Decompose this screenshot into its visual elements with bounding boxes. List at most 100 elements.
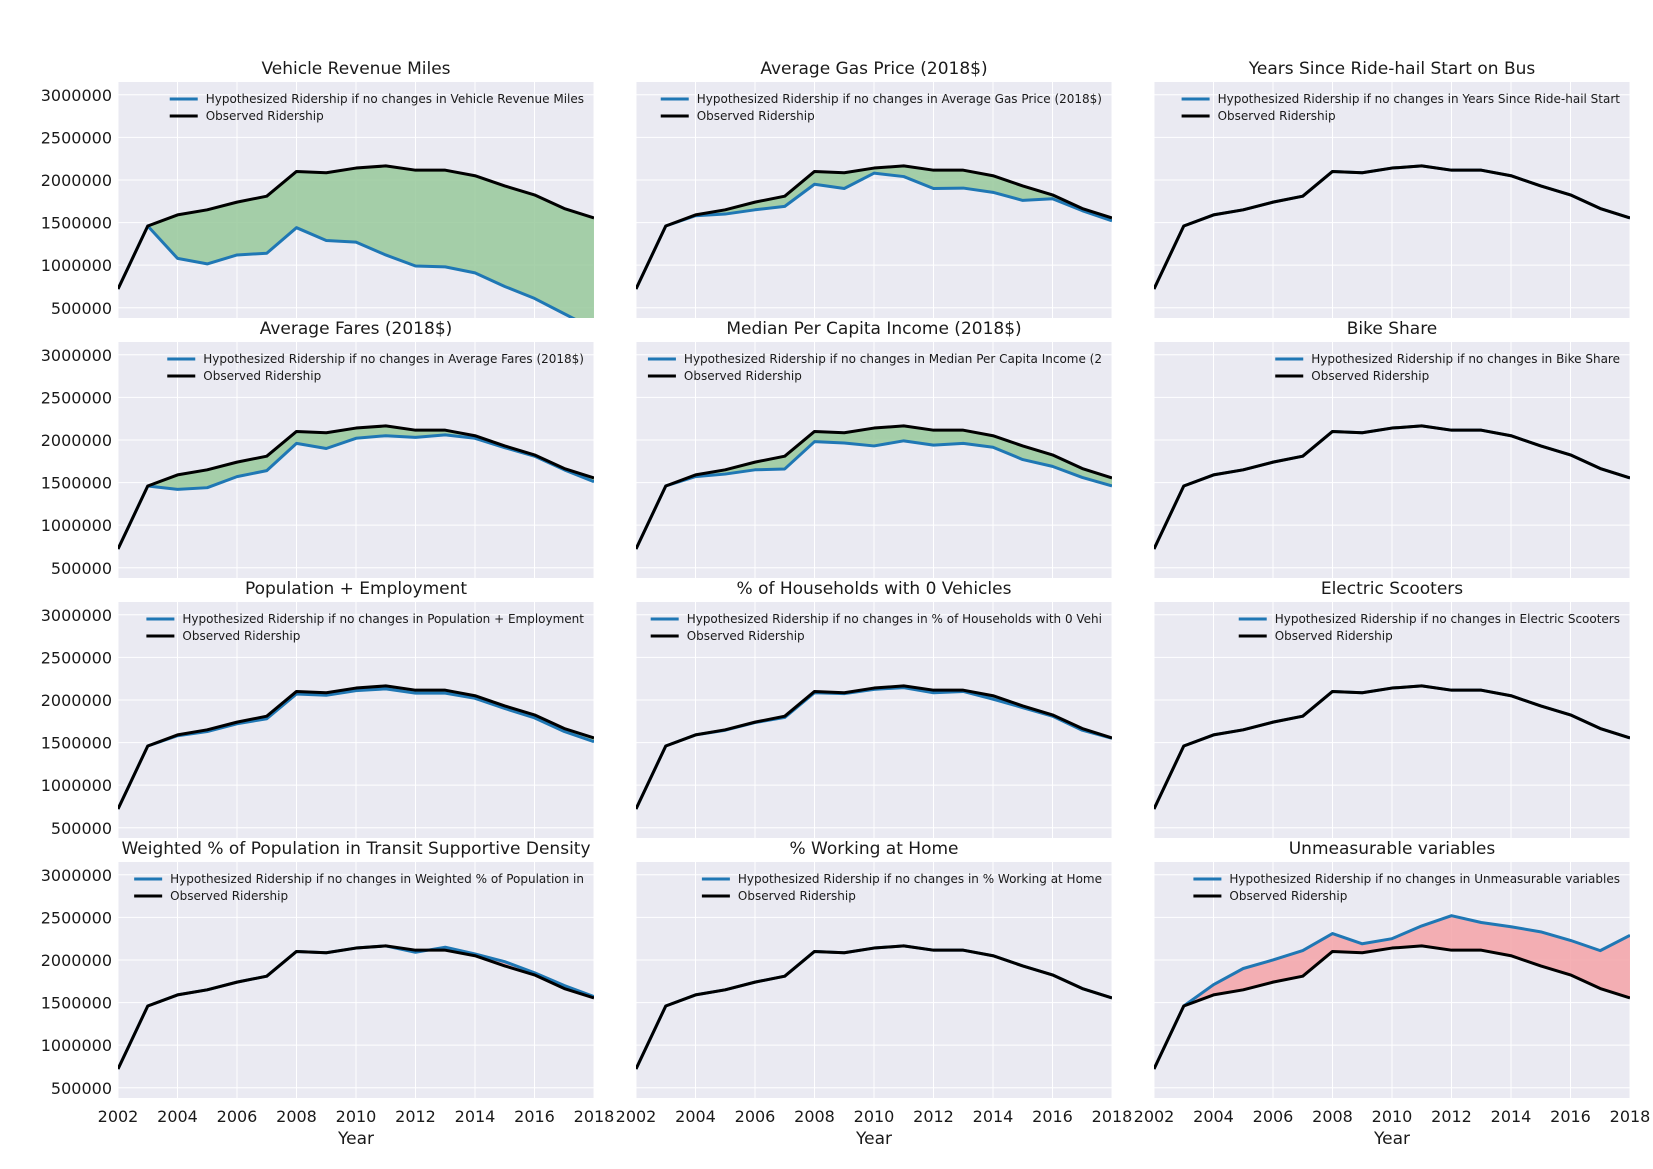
legend-label-hypothesized: Hypothesized Ridership if no changes in … (697, 92, 1102, 106)
subplot-11: % Working at Home Hypothesized Ridership … (616, 839, 1133, 1149)
panel-title: Median Per Capita Income (2018$) (726, 319, 1021, 339)
subplot-5: Median Per Capita Income (2018$) Hypothes… (635, 319, 1113, 578)
y-tick-label: 3000000 (41, 346, 112, 365)
panel-title: Vehicle Revenue Miles (261, 59, 450, 79)
legend-label-hypothesized: Hypothesized Ridership if no changes in … (1311, 352, 1620, 366)
y-tick-label: 500000 (51, 1079, 112, 1098)
legend: Hypothesized Ridership if no changes in … (146, 612, 584, 643)
subplot-3: Years Since Ride-hail Start on Bus Hypoth… (1153, 59, 1631, 318)
x-tick-label: 2014 (973, 1107, 1014, 1126)
legend: Hypothesized Ridership if no changes in … (1193, 872, 1620, 903)
x-tick-label: 2010 (854, 1107, 895, 1126)
legend: Hypothesized Ridership if no changes in … (134, 872, 584, 903)
legend-label-hypothesized: Hypothesized Ridership if no changes in … (1229, 872, 1620, 886)
observed-ridership-line (636, 944, 1112, 1070)
observed-ridership-line (1154, 164, 1630, 290)
panel-title: Unmeasurable variables (1289, 839, 1496, 859)
panel-title: Bike Share (1347, 319, 1438, 339)
x-tick-label: 2008 (276, 1107, 317, 1126)
observed-ridership-line (1154, 944, 1630, 1070)
hypothesized-ridership-line (636, 439, 1112, 550)
x-tick-label: 2004 (157, 1107, 198, 1126)
hypothesized-ridership-line (1154, 914, 1630, 1070)
legend-label-hypothesized: Hypothesized Ridership if no changes in … (206, 92, 584, 106)
panel-title: Average Fares (2018$) (260, 319, 453, 339)
legend-label-observed: Observed Ridership (1229, 889, 1347, 903)
legend-label-observed: Observed Ridership (697, 109, 815, 123)
y-tick-label: 2500000 (41, 388, 112, 407)
legend-label-hypothesized: Hypothesized Ridership if no changes in … (182, 612, 584, 626)
x-tick-label: 2002 (616, 1107, 657, 1126)
y-tick-label: 1500000 (41, 994, 112, 1013)
grid (1153, 602, 1631, 838)
observed-ridership-line (636, 424, 1112, 550)
legend: Hypothesized Ridership if no changes in … (1181, 92, 1621, 123)
y-tick-label: 2500000 (41, 908, 112, 927)
y-tick-label: 3000000 (41, 606, 112, 625)
y-tick-label: 3000000 (41, 866, 112, 885)
subplot-4: Average Fares (2018$) Hypothesized Riders… (41, 319, 595, 578)
grid (635, 862, 1113, 1098)
legend-label-observed: Observed Ridership (687, 629, 805, 643)
y-tick-label: 2000000 (41, 171, 112, 190)
grid (1153, 82, 1631, 318)
legend-label-hypothesized: Hypothesized Ridership if no changes in … (203, 352, 584, 366)
y-tick-label: 1500000 (41, 214, 112, 233)
observed-ridership-line (118, 944, 594, 1070)
subplot-10: Weighted % of Population in Transit Supp… (41, 839, 615, 1149)
y-tick-label: 2000000 (41, 691, 112, 710)
x-tick-label: 2002 (98, 1107, 139, 1126)
difference-area (1154, 915, 1630, 1070)
x-tick-label: 2006 (735, 1107, 776, 1126)
panel-title: Electric Scooters (1321, 579, 1463, 599)
observed-ridership-line (1154, 684, 1630, 810)
x-tick-label: 2006 (1253, 1107, 1294, 1126)
x-axis-label: Year (855, 1129, 892, 1149)
x-tick-label: 2016 (1032, 1107, 1073, 1126)
y-tick-label: 500000 (51, 299, 112, 318)
legend-label-observed: Observed Ridership (738, 889, 856, 903)
x-tick-label: 2012 (395, 1107, 436, 1126)
x-axis-label: Year (337, 1129, 374, 1149)
legend-label-observed: Observed Ridership (1218, 109, 1336, 123)
y-tick-label: 2500000 (41, 648, 112, 667)
subplot-2: Average Gas Price (2018$) Hypothesized Ri… (635, 59, 1113, 318)
legend: Hypothesized Ridership if no changes in … (1238, 612, 1620, 643)
legend: Hypothesized Ridership if no changes in … (647, 352, 1102, 383)
panel-title: Population + Employment (245, 579, 467, 599)
y-tick-label: 1000000 (41, 256, 112, 275)
y-tick-label: 2500000 (41, 128, 112, 147)
legend-label-hypothesized: Hypothesized Ridership if no changes in … (738, 872, 1102, 886)
panel-title: Years Since Ride-hail Start on Bus (1248, 59, 1536, 79)
y-tick-label: 1000000 (41, 516, 112, 535)
subplot-9: Electric Scooters Hypothesized Ridership … (1153, 579, 1631, 838)
grid (117, 342, 595, 578)
x-tick-label: 2006 (217, 1107, 258, 1126)
x-axis-label: Year (1373, 1129, 1410, 1149)
y-tick-label: 500000 (51, 559, 112, 578)
hypothesized-ridership-line (636, 171, 1112, 290)
legend-label-hypothesized: Hypothesized Ridership if no changes in … (1218, 92, 1621, 106)
x-tick-label: 2014 (455, 1107, 496, 1126)
x-tick-label: 2018 (1610, 1107, 1651, 1126)
subplot-7: Population + Employment Hypothesized Ride… (41, 579, 595, 838)
legend: Hypothesized Ridership if no changes in … (167, 352, 584, 383)
legend-label-observed: Observed Ridership (1311, 369, 1429, 383)
x-tick-label: 2016 (1550, 1107, 1591, 1126)
x-tick-label: 2018 (574, 1107, 615, 1126)
panel-title: Average Gas Price (2018$) (760, 59, 987, 79)
legend-label-observed: Observed Ridership (170, 889, 288, 903)
x-tick-label: 2012 (1431, 1107, 1472, 1126)
observed-ridership-line (118, 164, 594, 290)
legend-label-hypothesized: Hypothesized Ridership if no changes in … (1275, 612, 1620, 626)
y-tick-label: 3000000 (41, 86, 112, 105)
y-tick-label: 2000000 (41, 431, 112, 450)
hypothesized-ridership-line (118, 224, 576, 318)
grid (635, 602, 1113, 838)
x-tick-label: 2014 (1491, 1107, 1532, 1126)
legend: Hypothesized Ridership if no changes in … (169, 92, 584, 123)
legend-label-hypothesized: Hypothesized Ridership if no changes in … (684, 352, 1102, 366)
grid (635, 342, 1113, 578)
panel-title: Weighted % of Population in Transit Supp… (121, 839, 590, 859)
panel-title: % Working at Home (790, 839, 959, 859)
